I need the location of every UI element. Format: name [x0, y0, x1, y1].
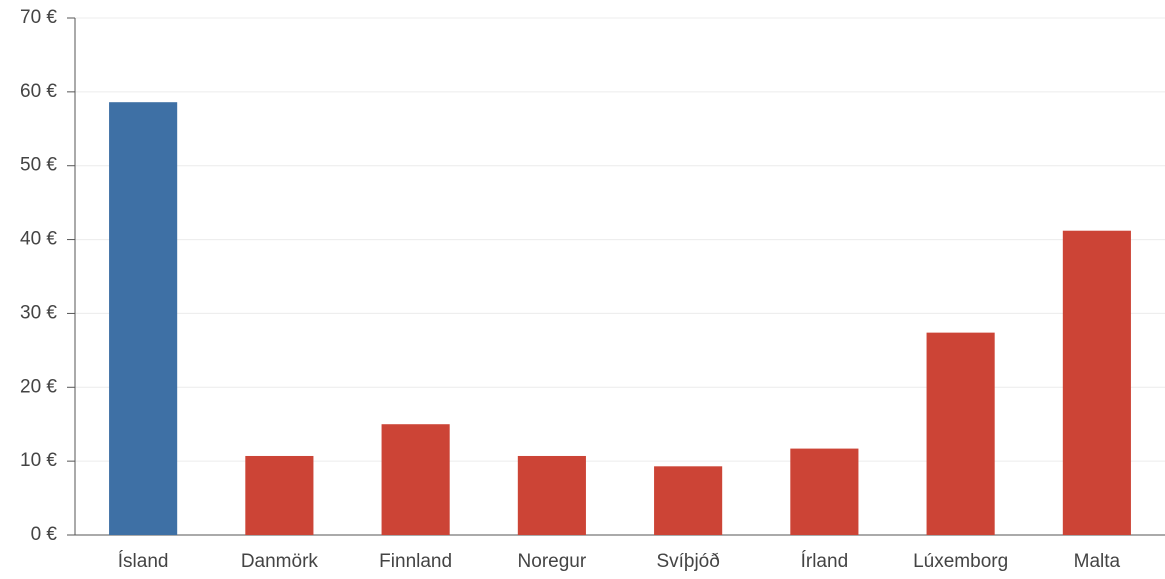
- y-tick-label: 50 €: [20, 155, 57, 176]
- x-tick-label: Danmörk: [241, 551, 319, 572]
- bar: [381, 424, 450, 535]
- y-tick-label: 0 €: [31, 524, 58, 545]
- y-tick-label: 20 €: [20, 376, 57, 397]
- bar: [517, 455, 586, 535]
- y-tick-label: 70 €: [20, 7, 57, 28]
- bar: [1062, 230, 1131, 536]
- x-tick-label: Svíþjóð: [656, 551, 719, 572]
- x-tick-label: Lúxemborg: [913, 551, 1008, 572]
- y-tick-label: 60 €: [20, 81, 57, 102]
- bar: [245, 455, 314, 535]
- bar: [654, 466, 723, 535]
- bar: [790, 448, 859, 535]
- x-tick-label: Malta: [1074, 551, 1121, 572]
- y-tick-label: 30 €: [20, 302, 57, 323]
- x-tick-label: Ísland: [118, 551, 169, 572]
- bar: [926, 332, 995, 535]
- x-tick-label: Finnland: [379, 551, 452, 572]
- x-tick-label: Írland: [801, 551, 849, 572]
- bar: [109, 102, 178, 535]
- y-tick-label: 40 €: [20, 229, 57, 250]
- x-tick-label: Noregur: [518, 551, 587, 572]
- y-tick-label: 10 €: [20, 450, 57, 471]
